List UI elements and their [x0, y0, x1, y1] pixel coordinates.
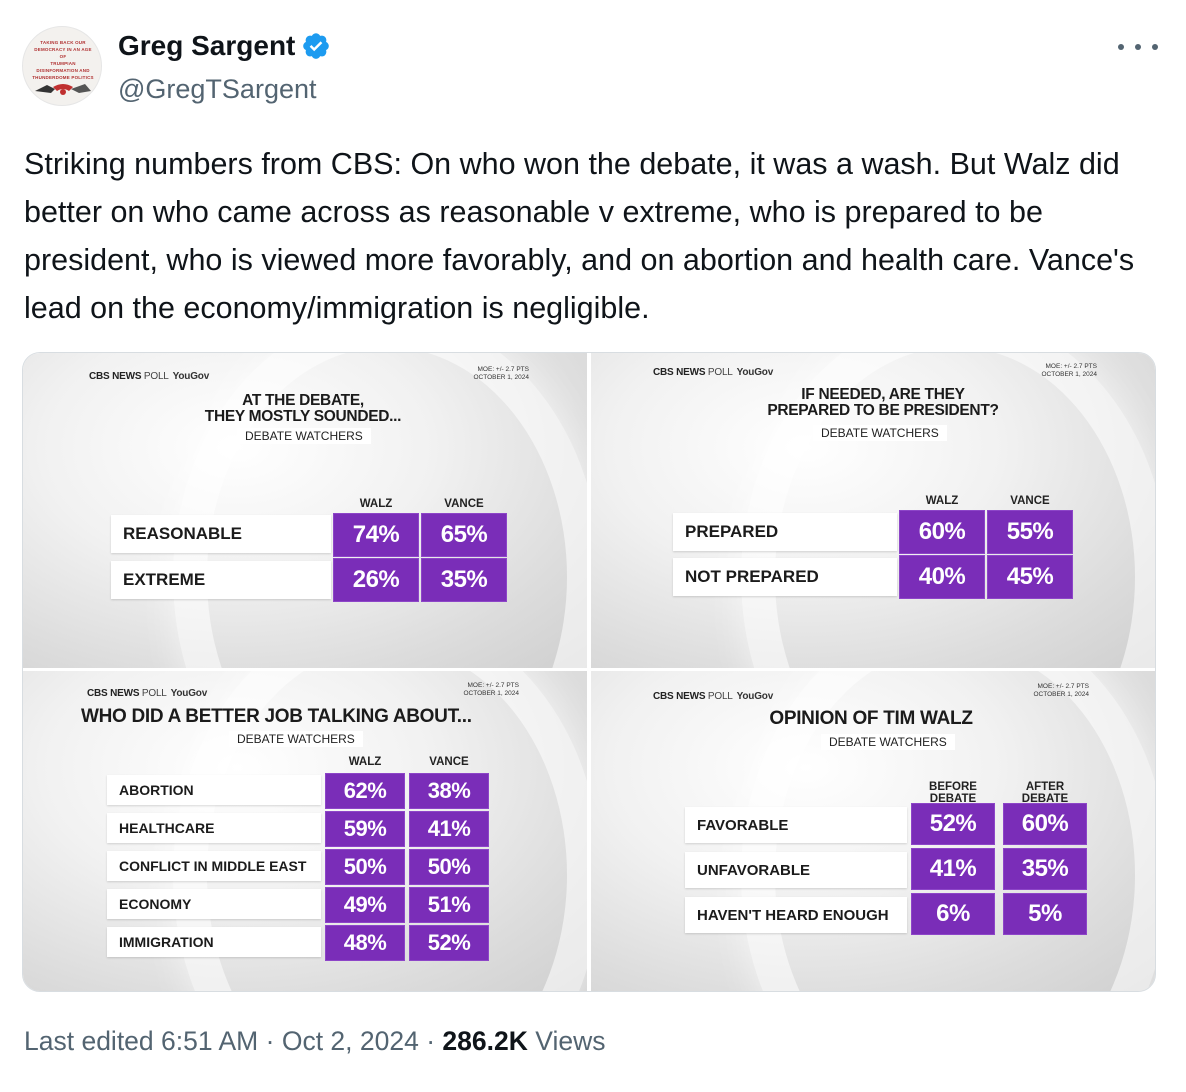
cbs-poll-brand: CBS NEWS POLL YouGov: [87, 688, 208, 699]
column-header: WALZ: [359, 498, 393, 510]
value-cell: 6%: [911, 893, 995, 935]
column-header: VANCE: [444, 498, 484, 510]
row-label: FAVORABLE: [685, 807, 907, 843]
poll-graphic-reasonable-extreme[interactable]: CBS NEWS POLL YouGov MOE: +/- 2.7 PTS OCTO…: [23, 353, 587, 668]
row-label: HEALTHCARE: [107, 813, 321, 843]
views-label: Views: [535, 1026, 606, 1056]
margin-of-error: MOE: +/- 2.7 PTS OCTOBER 1, 2024: [463, 682, 519, 697]
value-cell: 51%: [409, 887, 489, 923]
panel-subtitle: DEBATE WATCHERS: [813, 425, 947, 441]
value-cell: 52%: [409, 925, 489, 961]
value-cell: 49%: [325, 887, 405, 923]
value-cell: 59%: [325, 811, 405, 847]
row-label: REASONABLE: [111, 515, 331, 553]
panel-subtitle: DEBATE WATCHERS: [229, 731, 363, 747]
value-cell: 50%: [409, 849, 489, 885]
panel-subtitle: DEBATE WATCHERS: [821, 734, 955, 750]
separator: ·: [265, 1026, 275, 1056]
panel-subtitle: DEBATE WATCHERS: [237, 428, 371, 444]
value-cell: 41%: [911, 848, 995, 890]
value-cell: 74%: [333, 513, 419, 557]
poll-graphic-prepared[interactable]: CBS NEWS POLL YouGov MOE: +/- 2.7 PTS OCTO…: [591, 353, 1155, 668]
value-cell: 26%: [333, 558, 419, 602]
row-label: IMMIGRATION: [107, 927, 321, 957]
avatar-artwork: [35, 84, 91, 95]
value-cell: 60%: [1003, 803, 1087, 845]
avatar[interactable]: TAKING BACK OUR DEMOCRACY IN AN AGE OF T…: [22, 26, 102, 106]
poll-graphic-walz-favorability[interactable]: CBS NEWS POLL YouGov MOE: +/- 2.7 PTS OCTO…: [591, 671, 1155, 991]
value-cell: 62%: [325, 773, 405, 809]
cbs-poll-brand: CBS NEWS POLL YouGov: [89, 371, 210, 382]
column-header: WALZ: [348, 756, 382, 768]
column-header: WALZ: [925, 495, 959, 507]
row-label: ABORTION: [107, 775, 321, 805]
post-date[interactable]: Oct 2, 2024: [281, 1026, 419, 1056]
row-label: NOT PREPARED: [673, 558, 897, 596]
value-cell: 65%: [421, 513, 507, 557]
row-label: UNFAVORABLE: [685, 852, 907, 888]
margin-of-error: MOE: +/- 2.7 PTS OCTOBER 1, 2024: [473, 366, 529, 381]
row-label: PREPARED: [673, 513, 897, 551]
poll-graphic-issues[interactable]: CBS NEWS POLL YouGov MOE: +/- 2.7 PTS OCTO…: [23, 671, 587, 991]
row-label: EXTREME: [111, 561, 331, 599]
value-cell: 48%: [325, 925, 405, 961]
author-handle[interactable]: @GregTSargent: [118, 74, 317, 104]
panel-title: OPINION OF TIM WALZ: [769, 708, 973, 729]
panel-title: AT THE DEBATE, THEY MOSTLY SOUNDED...: [204, 392, 402, 425]
tweet-text: Striking numbers from CBS: On who won th…: [24, 147, 1135, 325]
views-count: 286.2K: [442, 1026, 528, 1056]
margin-of-error: MOE: +/- 2.7 PTS OCTOBER 1, 2024: [1041, 363, 1097, 378]
row-label: CONFLICT IN MIDDLE EAST: [107, 851, 321, 881]
last-edited-time[interactable]: Last edited 6:51 AM: [24, 1026, 259, 1056]
value-cell: 55%: [987, 510, 1073, 554]
verified-badge-icon[interactable]: [301, 31, 331, 61]
value-cell: 45%: [987, 555, 1073, 599]
value-cell: 60%: [899, 510, 985, 554]
separator: ·: [426, 1026, 436, 1056]
value-cell: 50%: [325, 849, 405, 885]
row-label: ECONOMY: [107, 889, 321, 919]
author-display-name[interactable]: Greg Sargent: [118, 30, 296, 61]
value-cell: 52%: [911, 803, 995, 845]
value-cell: 5%: [1003, 893, 1087, 935]
column-header: VANCE: [429, 756, 469, 768]
cbs-poll-brand: CBS NEWS POLL YouGov: [653, 691, 774, 702]
value-cell: 35%: [421, 558, 507, 602]
avatar-book-cover-text: TAKING BACK OUR DEMOCRACY IN AN AGE OF T…: [32, 40, 94, 80]
value-cell: 38%: [409, 773, 489, 809]
row-label: HAVEN'T HEARD ENOUGH: [685, 897, 907, 933]
column-header: AFTER DEBATE: [1021, 781, 1069, 805]
more-options-icon[interactable]: [1118, 32, 1158, 62]
tweet-footer: Last edited 6:51 AM · Oct 2, 2024 · 286.…: [24, 1026, 605, 1057]
value-cell: 41%: [409, 811, 489, 847]
column-header: BEFORE DEBATE: [929, 781, 977, 805]
panel-title: WHO DID A BETTER JOB TALKING ABOUT...: [81, 706, 472, 727]
tweet-media[interactable]: CBS NEWS POLL YouGov MOE: +/- 2.7 PTS OCTO…: [22, 352, 1156, 992]
margin-of-error: MOE: +/- 2.7 PTS OCTOBER 1, 2024: [1033, 683, 1089, 698]
value-cell: 35%: [1003, 848, 1087, 890]
cbs-poll-brand: CBS NEWS POLL YouGov: [653, 367, 774, 378]
value-cell: 40%: [899, 555, 985, 599]
column-header: VANCE: [1010, 495, 1050, 507]
panel-title: IF NEEDED, ARE THEY PREPARED TO BE PRESID…: [767, 386, 999, 419]
